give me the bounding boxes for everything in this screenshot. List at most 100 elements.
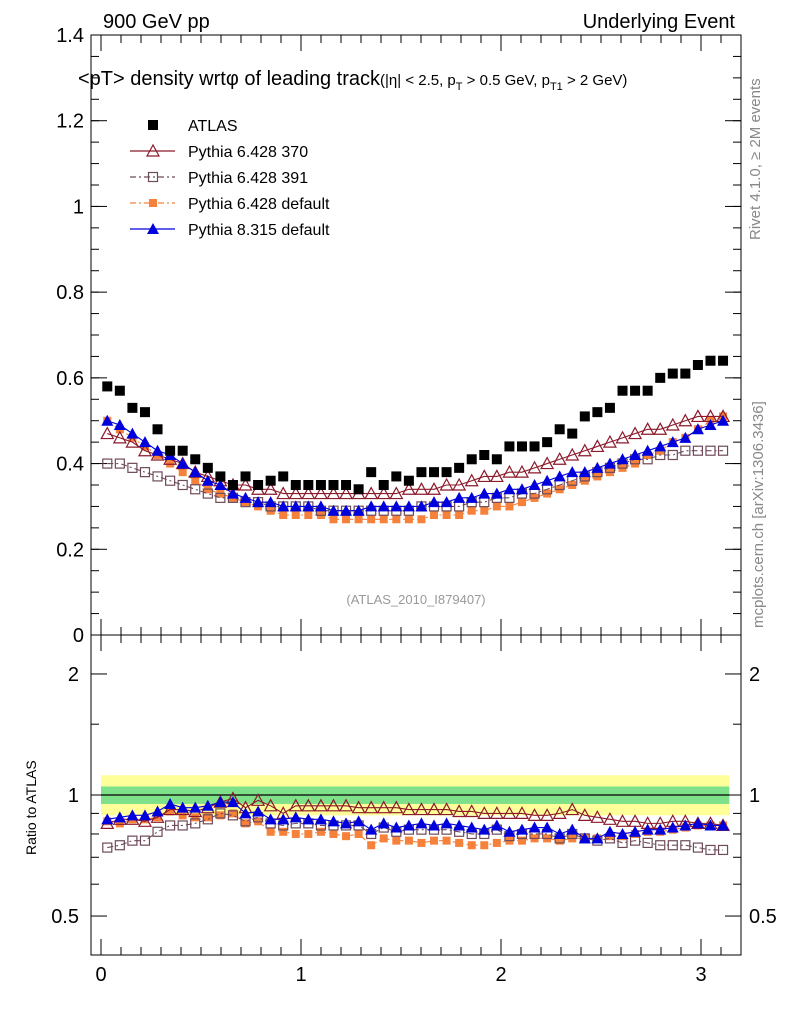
data-point [414,482,429,495]
data-point [717,414,730,426]
ratio-point [266,827,275,836]
ratio-point [379,834,388,843]
ratio-point [552,806,567,819]
ratio-point [691,817,704,829]
ratio-ytick-label-right: 0.5 [749,906,777,928]
legend-marker [149,199,157,207]
data-point [102,458,113,469]
data-point [215,471,226,482]
ratio-point [367,841,376,850]
data-point [630,385,641,396]
data-point [166,459,175,468]
ratio-point [137,814,152,827]
plot-title-cut-3: T1 [550,81,563,93]
ratio-point [102,842,113,853]
ratio-point [301,798,316,812]
ratio-point [578,832,591,844]
data-point [190,454,201,465]
data-point [479,450,490,460]
series-atlas [102,355,729,495]
ratio-point [304,829,313,838]
ratio-point [415,817,428,829]
ratio-point [151,805,164,817]
ratio-point [427,802,442,816]
ratio-point [517,836,526,845]
ratio-point [527,808,542,821]
data-point [240,471,251,482]
data-point [365,500,378,512]
ratio-point [615,814,630,827]
ratio-point [515,823,528,835]
ratio-point [602,812,617,825]
ratio-point [705,844,716,856]
data-point [691,423,704,435]
data-point [364,486,379,500]
plot-title-cut-1: T [456,81,463,93]
ratio-point [489,806,504,819]
data-point [202,462,213,473]
ratio-point [163,802,178,816]
legend-marker [145,143,161,157]
data-point [466,454,477,465]
data-point [326,486,341,500]
ratio-point [327,815,340,827]
ratio-point [514,806,529,819]
data-point [592,407,603,418]
ratio-ylabel: Ratio to ATLAS [23,760,39,855]
data-point [165,475,176,486]
data-point [177,479,188,491]
ratio-point [717,819,730,831]
ratio-point [152,826,163,837]
ratio-point [555,836,564,845]
legend-label: Pythia 6.428 391 [188,170,308,187]
data-point [616,453,629,465]
ratio-point [480,841,489,850]
legend-entry-pythia-6-428-370: Pythia 6.428 370 [130,143,308,161]
data-point [415,500,428,512]
data-point [604,402,615,413]
ratio-point [150,810,165,823]
ratio-xtick-label: 3 [695,964,706,986]
data-point [640,422,655,435]
ratio-point [577,808,592,821]
data-point [439,477,454,491]
data-point [314,500,327,512]
ratio-point [477,806,492,819]
data-point [378,480,389,490]
data-point [504,441,515,452]
data-point [377,500,390,512]
data-point [579,411,590,422]
ratio-ytick-label: 2 [68,664,79,686]
ratio-point [566,823,579,835]
data-point [304,511,313,519]
data-point [565,447,580,461]
data-point [276,486,291,500]
ratio-point [490,819,503,831]
ratio-point [591,832,604,844]
data-point [427,482,442,495]
ratio-ytick-label-right: 2 [749,664,760,686]
ratio-point [178,811,187,820]
data-point [152,424,163,435]
ratio-point [164,797,177,809]
ratio-point [390,821,403,833]
ratio-point [342,832,351,841]
data-point [617,385,628,396]
ratio-point [641,823,654,835]
ratio-point [528,821,541,833]
data-point [454,462,465,473]
legend-entry-pythia-6-428-391: Pythia 6.428 391 [130,170,308,187]
data-point [489,469,504,483]
data-point [654,440,667,452]
ratio-point [404,836,413,845]
data-point [678,413,693,427]
ratio-point [115,819,124,828]
data-point [352,504,365,516]
ratio-point [114,840,125,851]
data-point [692,360,703,370]
data-point [102,381,113,392]
ratio-point [228,809,237,818]
data-point [126,427,139,439]
ratio-series-pythia-8-315-default [101,796,730,844]
ratio-point [717,844,729,856]
